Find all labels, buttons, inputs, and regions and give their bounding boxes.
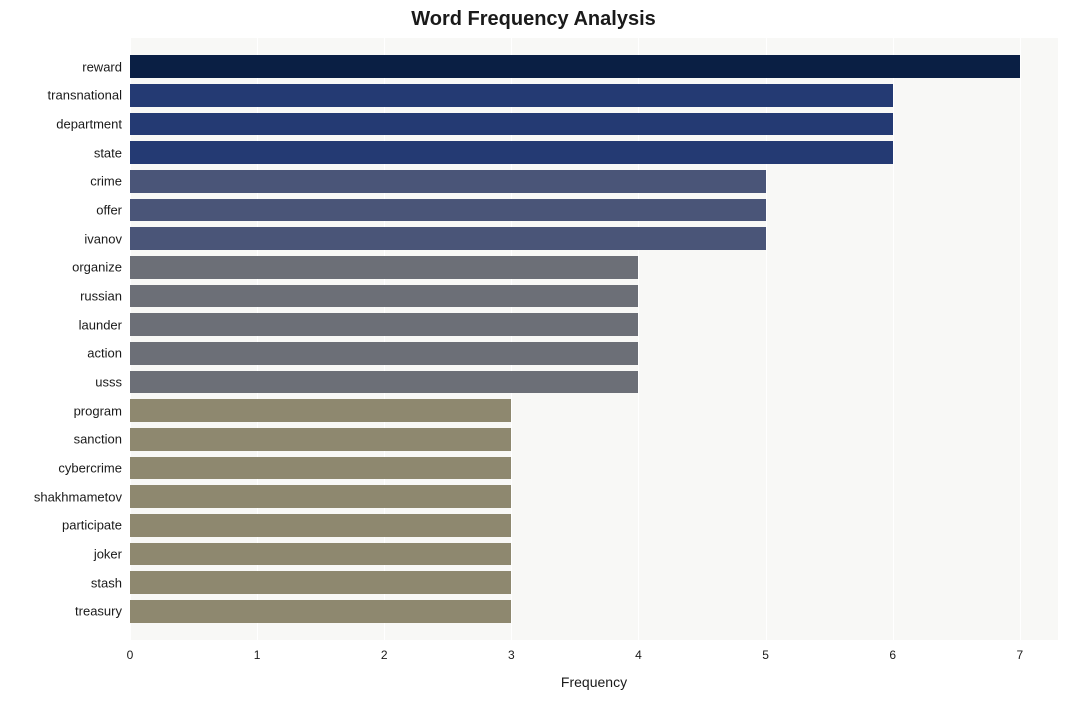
- bar-row: reward: [130, 55, 1058, 77]
- y-tick-label: state: [94, 145, 130, 160]
- y-tick-label: cybercrime: [58, 460, 130, 475]
- x-tick-label: 6: [889, 640, 896, 662]
- y-tick-label: stash: [91, 575, 130, 590]
- bar-row: ivanov: [130, 227, 1058, 249]
- bar-row: department: [130, 113, 1058, 135]
- bar: [130, 485, 511, 507]
- y-tick-label: participate: [62, 518, 130, 533]
- x-tick-label: 0: [127, 640, 134, 662]
- bar-row: joker: [130, 543, 1058, 565]
- y-tick-label: department: [56, 116, 130, 131]
- bar-row: sanction: [130, 428, 1058, 450]
- bar: [130, 371, 638, 393]
- bar: [130, 227, 766, 249]
- y-tick-label: sanction: [74, 432, 130, 447]
- bar-row: participate: [130, 514, 1058, 536]
- bar-row: shakhmametov: [130, 485, 1058, 507]
- bar: [130, 113, 893, 135]
- x-tick-label: 4: [635, 640, 642, 662]
- y-tick-label: treasury: [75, 604, 130, 619]
- bar-row: stash: [130, 571, 1058, 593]
- y-tick-label: russian: [80, 288, 130, 303]
- y-tick-label: organize: [72, 260, 130, 275]
- y-tick-label: crime: [90, 174, 130, 189]
- word-frequency-chart: Word Frequency Analysis 01234567rewardtr…: [0, 0, 1067, 701]
- x-tick-label: 1: [254, 640, 261, 662]
- bar-row: organize: [130, 256, 1058, 278]
- bar: [130, 543, 511, 565]
- y-tick-label: offer: [96, 202, 130, 217]
- bar: [130, 399, 511, 421]
- bar-row: action: [130, 342, 1058, 364]
- y-tick-label: joker: [94, 546, 130, 561]
- y-tick-label: program: [74, 403, 130, 418]
- bar-row: treasury: [130, 600, 1058, 622]
- x-tick-label: 7: [1017, 640, 1024, 662]
- bar: [130, 428, 511, 450]
- bar-row: usss: [130, 371, 1058, 393]
- x-tick-label: 3: [508, 640, 515, 662]
- y-tick-label: launder: [79, 317, 130, 332]
- x-tick-label: 5: [762, 640, 769, 662]
- bar-row: offer: [130, 199, 1058, 221]
- bar: [130, 600, 511, 622]
- bar: [130, 313, 638, 335]
- bar-row: cybercrime: [130, 457, 1058, 479]
- y-tick-label: action: [87, 346, 130, 361]
- bar: [130, 285, 638, 307]
- bar-row: russian: [130, 285, 1058, 307]
- plot-area: 01234567rewardtransnationaldepartmentsta…: [130, 38, 1058, 640]
- bar-row: crime: [130, 170, 1058, 192]
- bar-row: state: [130, 141, 1058, 163]
- bar: [130, 514, 511, 536]
- y-tick-label: transnational: [48, 88, 130, 103]
- y-tick-label: shakhmametov: [34, 489, 130, 504]
- y-tick-label: ivanov: [84, 231, 130, 246]
- bar-row: program: [130, 399, 1058, 421]
- bar: [130, 141, 893, 163]
- bar: [130, 256, 638, 278]
- y-tick-label: usss: [95, 374, 130, 389]
- bar: [130, 55, 1020, 77]
- bar: [130, 199, 766, 221]
- y-tick-label: reward: [82, 59, 130, 74]
- bar: [130, 457, 511, 479]
- bar: [130, 342, 638, 364]
- bar-row: transnational: [130, 84, 1058, 106]
- bar-row: launder: [130, 313, 1058, 335]
- x-tick-label: 2: [381, 640, 388, 662]
- bar: [130, 84, 893, 106]
- bar: [130, 571, 511, 593]
- x-axis-label: Frequency: [561, 674, 627, 690]
- bar: [130, 170, 766, 192]
- chart-title: Word Frequency Analysis: [0, 8, 1067, 31]
